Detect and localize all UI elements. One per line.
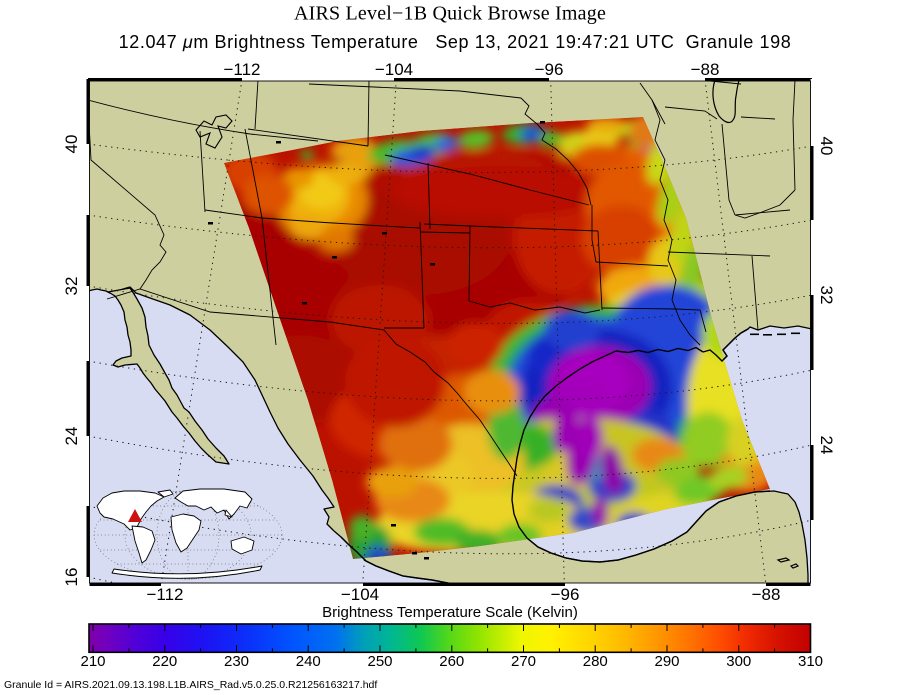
svg-text:250: 250 [367, 653, 392, 670]
svg-text:16: 16 [62, 568, 81, 587]
svg-text:40: 40 [62, 135, 81, 154]
svg-text:32: 32 [817, 286, 836, 305]
svg-text:260: 260 [439, 653, 464, 670]
svg-text:−96: −96 [551, 585, 580, 604]
svg-text:−88: −88 [752, 585, 781, 604]
svg-text:230: 230 [224, 653, 249, 670]
svg-text:12.047 μm Brightness Temperatu: 12.047 μm Brightness Temperature Sep 13,… [119, 32, 792, 52]
svg-text:280: 280 [583, 653, 608, 670]
svg-text:−104: −104 [375, 60, 413, 79]
svg-text:24: 24 [817, 436, 836, 455]
svg-text:Brightness Temperature Scale (: Brightness Temperature Scale (Kelvin) [322, 604, 578, 621]
svg-text:270: 270 [511, 653, 536, 670]
svg-text:AIRS Level−1B Quick Browse Ima: AIRS Level−1B Quick Browse Image [294, 3, 606, 25]
svg-text:290: 290 [654, 653, 679, 670]
svg-text:240: 240 [296, 653, 321, 670]
svg-text:−112: −112 [146, 585, 183, 604]
svg-text:−112: −112 [223, 60, 260, 79]
svg-text:310: 310 [798, 653, 823, 670]
svg-text:Granule Id = AIRS.2021.09.13.1: Granule Id = AIRS.2021.09.13.198.L1B.AIR… [4, 679, 377, 691]
svg-text:40: 40 [817, 137, 836, 156]
svg-text:−96: −96 [535, 60, 564, 79]
svg-text:−104: −104 [341, 585, 379, 604]
svg-text:210: 210 [80, 653, 105, 670]
svg-text:24: 24 [62, 427, 81, 446]
svg-text:300: 300 [726, 653, 751, 670]
svg-text:−88: −88 [691, 60, 720, 79]
svg-text:220: 220 [152, 653, 177, 670]
svg-text:32: 32 [62, 277, 81, 296]
